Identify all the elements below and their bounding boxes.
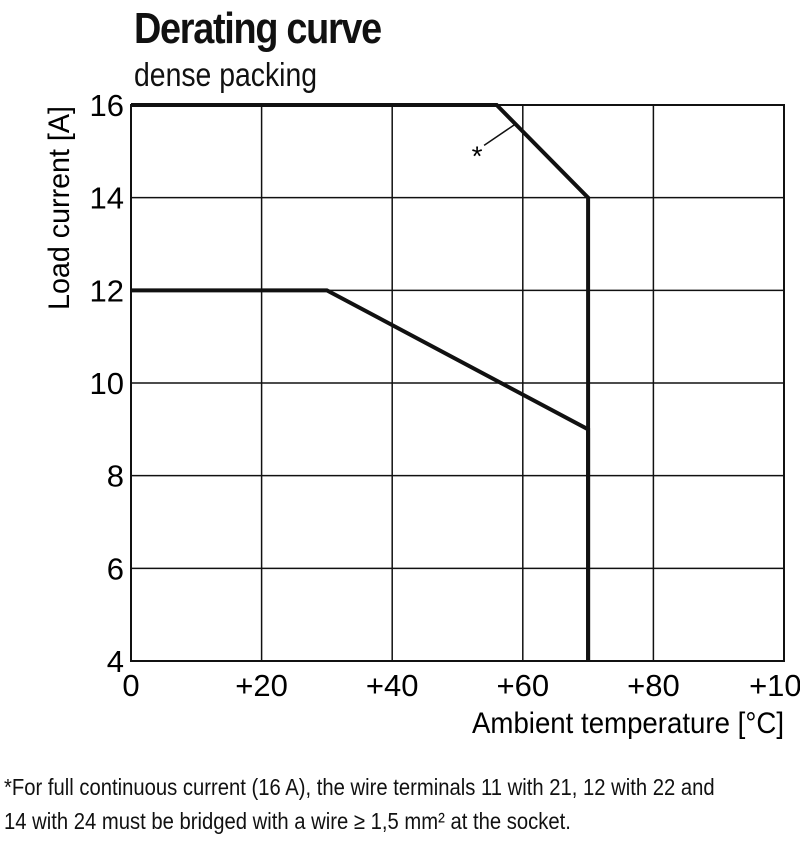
y-tick-label: 14: [90, 181, 124, 216]
x-tick-label: +20: [235, 668, 288, 703]
x-axis-label: Ambient temperature [°C]: [472, 707, 784, 740]
tick-labels: 0 +20 +40 +60 +80 +100 4 6 8 10 12 14 16: [90, 88, 800, 703]
annotations: *: [472, 122, 517, 171]
y-tick-label: 16: [90, 88, 124, 123]
y-axis-label: Load current [A]: [43, 106, 76, 310]
x-tick-label: +60: [497, 668, 550, 703]
footnote-line-1: *For full continuous current (16 A), the…: [4, 774, 715, 800]
chart-subtitle: dense packing: [134, 56, 318, 93]
y-tick-label: 6: [107, 551, 124, 586]
annotation-asterisk: *: [472, 140, 483, 171]
y-tick-label: 8: [107, 459, 124, 494]
y-tick-label: 12: [90, 273, 124, 308]
series-line-2: [131, 288, 591, 661]
footnote-line-2: 14 with 24 must be bridged with a wire ≥…: [4, 808, 571, 834]
annotation-leader-line: [483, 122, 517, 146]
y-tick-label: 10: [90, 366, 124, 401]
series-lines: [131, 103, 591, 661]
x-tick-label: +80: [627, 668, 680, 703]
derating-chart: 0 +20 +40 +60 +80 +100 4 6 8 10 12 14 16 * Ambient t…: [43, 88, 800, 740]
footnote: *For full continuous current (16 A), the…: [4, 770, 715, 838]
grid: [130, 104, 785, 662]
chart-title: Derating curve: [134, 4, 382, 53]
x-tick-label: +100: [749, 668, 800, 703]
x-tick-label: +40: [366, 668, 419, 703]
y-tick-label: 4: [107, 644, 124, 679]
x-tick-label: 0: [122, 668, 139, 703]
